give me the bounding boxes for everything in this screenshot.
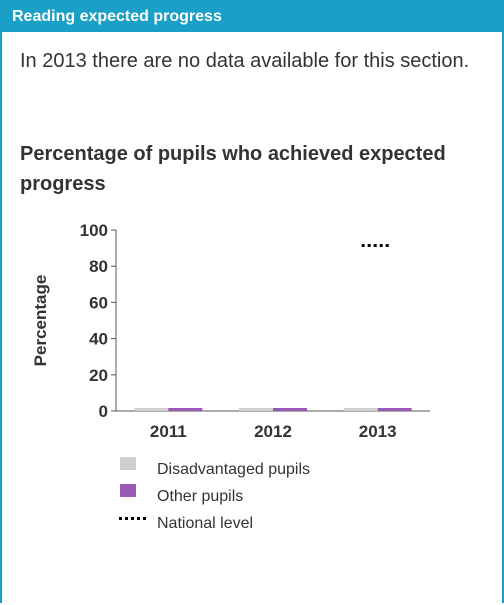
bar-disadvantaged-2012: [239, 408, 273, 411]
y-tick-label: 100: [80, 221, 108, 240]
legend-swatch-disadvantaged: [120, 457, 136, 470]
no-data-message: In 2013 there are no data available for …: [20, 50, 470, 72]
legend-swatch-national: [119, 517, 122, 520]
y-tick-label: 60: [89, 293, 108, 312]
bar-disadvantaged-2011: [134, 408, 169, 411]
bar-other-2012: [273, 408, 307, 411]
legend-swatch-national: [143, 517, 146, 520]
bar-other-2011: [168, 408, 203, 411]
y-axis: 0 20 40 60 80 100 Percentage: [31, 221, 117, 421]
y-tick-label: 80: [89, 257, 108, 276]
y-tick-label: 20: [89, 366, 108, 385]
x-tick-label: 2011: [150, 422, 187, 441]
y-axis-label: Percentage: [31, 275, 50, 367]
y-tick-label: 40: [89, 330, 108, 349]
bars: [134, 408, 412, 411]
legend-swatch-national: [125, 517, 128, 520]
chart-title: Percentage of pupils who achieved expect…: [20, 143, 446, 195]
x-tick-label: 2012: [254, 422, 292, 441]
national-level-marks: [361, 244, 389, 247]
legend-label: National level: [157, 515, 253, 532]
legend-swatch-national: [131, 517, 134, 520]
national-level-dot: [373, 244, 377, 247]
national-level-dot: [367, 244, 371, 247]
legend-swatch-national: [137, 517, 140, 520]
legend: Disadvantaged pupils Other pupils National…: [119, 457, 310, 532]
national-level-dot: [361, 244, 365, 247]
y-tick-label: 0: [99, 402, 108, 421]
national-level-dot: [385, 244, 389, 247]
x-axis: 2011 2012 2013: [116, 410, 430, 441]
legend-swatch-other: [120, 484, 136, 497]
legend-label: Other pupils: [157, 488, 243, 505]
x-tick-label: 2013: [359, 422, 397, 441]
bar-other-2013: [377, 408, 412, 411]
bar-disadvantaged-2013: [343, 408, 378, 411]
national-level-dot: [379, 244, 383, 247]
section-header: Reading expected progress: [2, 2, 502, 32]
legend-label: Disadvantaged pupils: [157, 461, 310, 478]
